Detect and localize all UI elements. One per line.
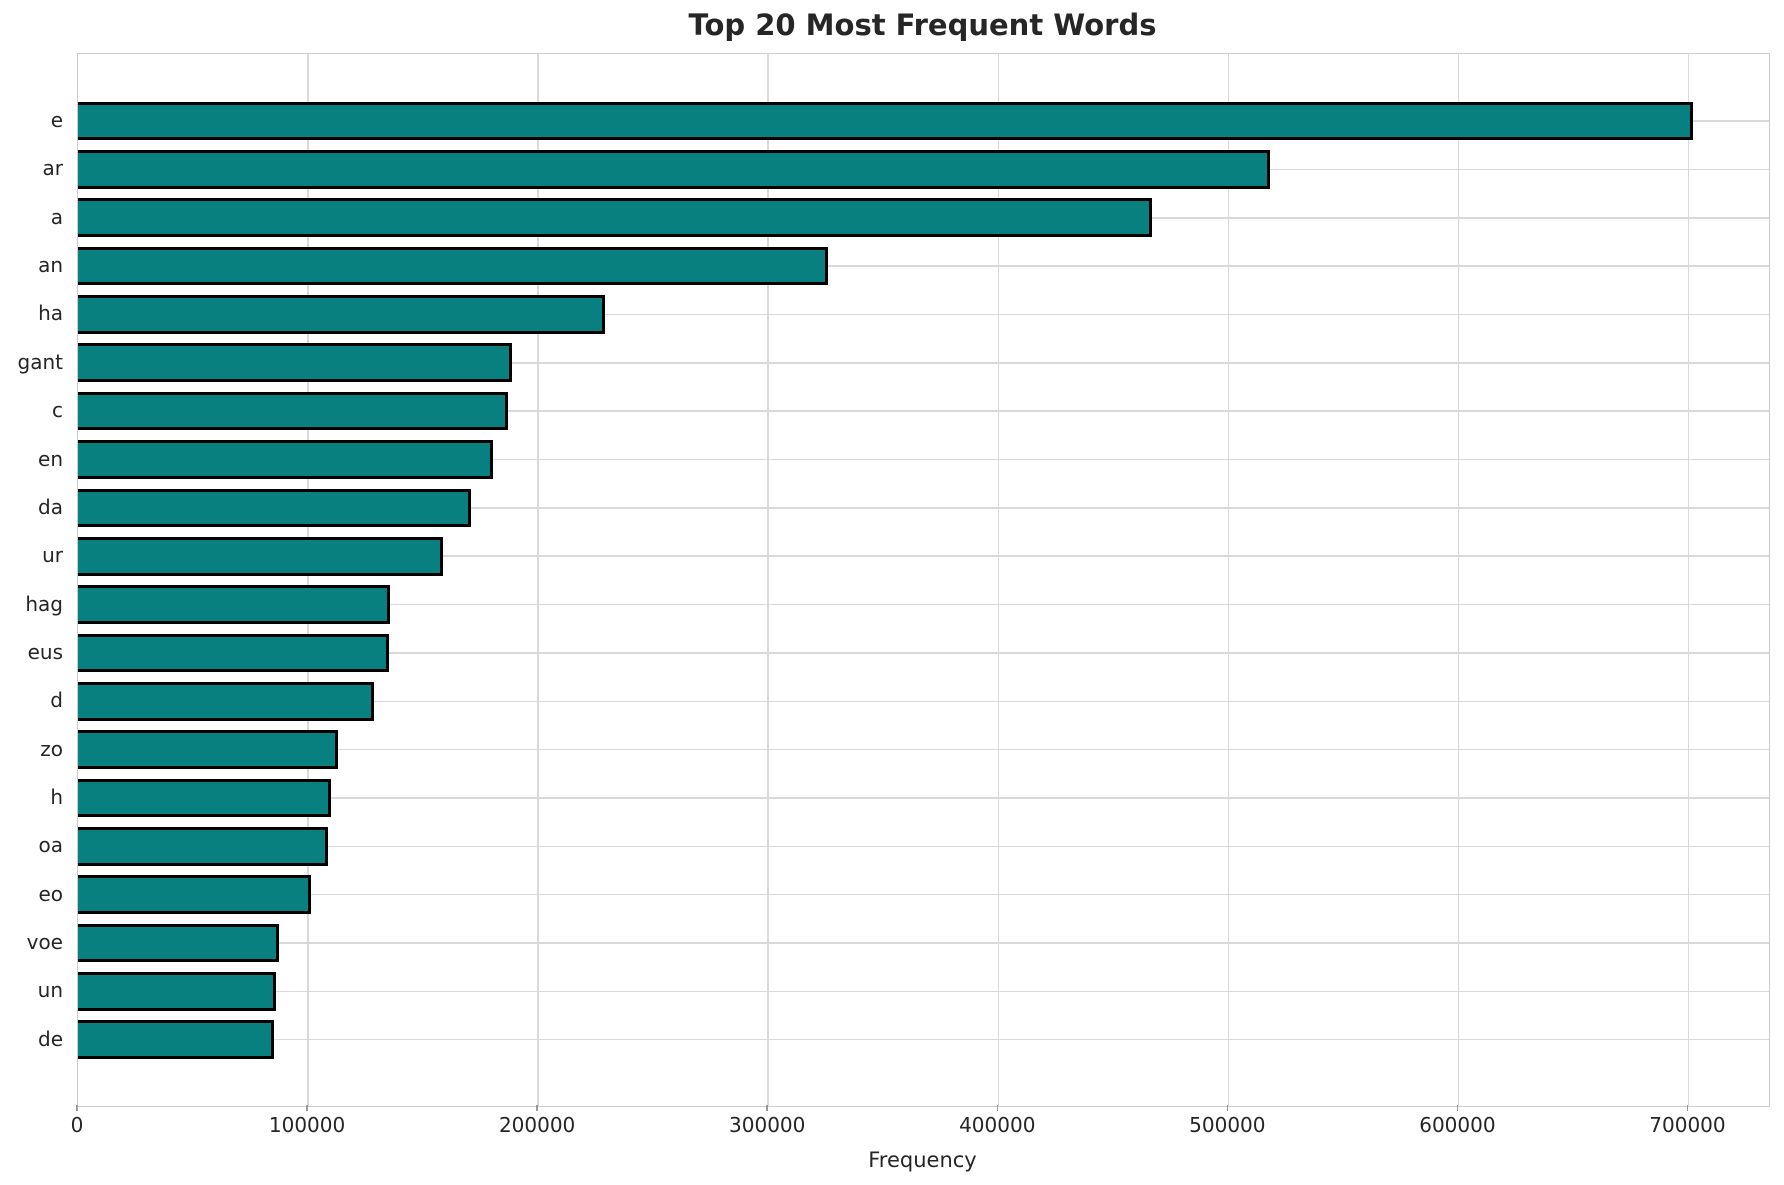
y-tick-label-a: a [50,204,63,229]
y-tick-label-voe: voe [26,930,63,954]
x-tick-mark [996,1105,999,1111]
horizontal-gridline [78,990,1769,993]
horizontal-gridline [78,797,1769,799]
vertical-gridline [307,54,309,1106]
x-tick-label: 100000 [268,1113,346,1137]
bar-ar [78,150,1270,189]
horizontal-gridline [78,362,1769,364]
x-tick-label: 400000 [959,1113,1036,1137]
x-tick-label: 600000 [1419,1113,1496,1137]
bar-de [78,1020,275,1060]
x-tick-mark [1226,1105,1229,1111]
vertical-gridline [767,54,769,1106]
bar-hag [78,585,390,624]
bar-eus [78,633,389,673]
bar-zo [78,730,339,769]
y-tick-label-e: e [50,108,63,133]
vertical-gridline [997,54,1000,1106]
x-tick-label: 500000 [1189,1113,1266,1137]
y-tick-label-en: en [38,446,63,471]
bar-e [78,101,1694,141]
x-tick-mark [306,1105,308,1111]
bar-an [78,246,829,286]
bar-c [78,391,509,431]
vertical-gridline [537,54,539,1106]
x-tick-mark [1456,1105,1459,1111]
bar-eo [78,875,311,914]
y-tick-label-ur: ur [42,543,63,568]
horizontal-gridline [78,507,1769,509]
vertical-gridline [1687,54,1690,1106]
y-tick-label-un: un [37,978,63,1003]
bar-ha [78,295,605,334]
horizontal-gridline [78,313,1769,316]
y-tick-label-h: h [50,784,63,809]
x-axis-title: Frequency [868,1148,977,1172]
x-tick-label: 0 [70,1113,84,1137]
bar-d [78,681,374,721]
y-tick-label-an: an [38,253,63,278]
y-tick-label-eus: eus [27,639,63,664]
bar-ur [78,536,443,576]
horizontal-gridline [78,748,1769,751]
horizontal-gridline [78,893,1769,896]
horizontal-gridline [78,1038,1769,1041]
y-tick-label-da: da [38,494,63,519]
horizontal-gridline [78,700,1769,702]
x-tick-label: 300000 [729,1113,806,1137]
x-tick-mark [536,1105,538,1111]
y-tick-label-c: c [52,398,63,423]
y-tick-label-ha: ha [38,301,63,326]
x-tick-mark [1686,1105,1689,1111]
vertical-gridline [1227,54,1230,1106]
bar-da [78,488,472,528]
horizontal-gridline [78,555,1769,557]
x-tick-label: 200000 [498,1113,576,1137]
horizontal-gridline [78,265,1769,267]
x-tick-mark [766,1105,768,1111]
x-tick-label: 700000 [1649,1113,1726,1137]
y-tick-label-ar: ar [42,156,63,181]
plot-area [77,53,1770,1107]
bar-voe [78,923,280,963]
bar-h [78,778,332,818]
y-tick-label-eo: eo [38,881,63,906]
y-tick-label-oa: oa [38,833,64,858]
y-tick-label-hag: hag [25,591,63,616]
bar-en [78,440,494,479]
vertical-gridline [1457,54,1460,1106]
bar-gant [78,343,512,383]
bar-a [78,198,1153,238]
horizontal-gridline [78,410,1769,412]
y-tick-label-zo: zo [40,736,63,761]
bar-un [78,972,276,1011]
y-tick-label-d: d [50,688,63,713]
y-tick-label-de: de [38,1026,63,1051]
horizontal-gridline [78,652,1769,654]
horizontal-gridline [78,942,1769,944]
horizontal-gridline [78,458,1769,461]
y-tick-label-gant: gant [17,349,63,374]
horizontal-gridline [78,845,1769,848]
x-tick-mark [76,1105,78,1111]
chart-title: Top 20 Most Frequent Words [688,8,1157,42]
horizontal-gridline [78,603,1769,606]
bar-oa [78,826,329,866]
